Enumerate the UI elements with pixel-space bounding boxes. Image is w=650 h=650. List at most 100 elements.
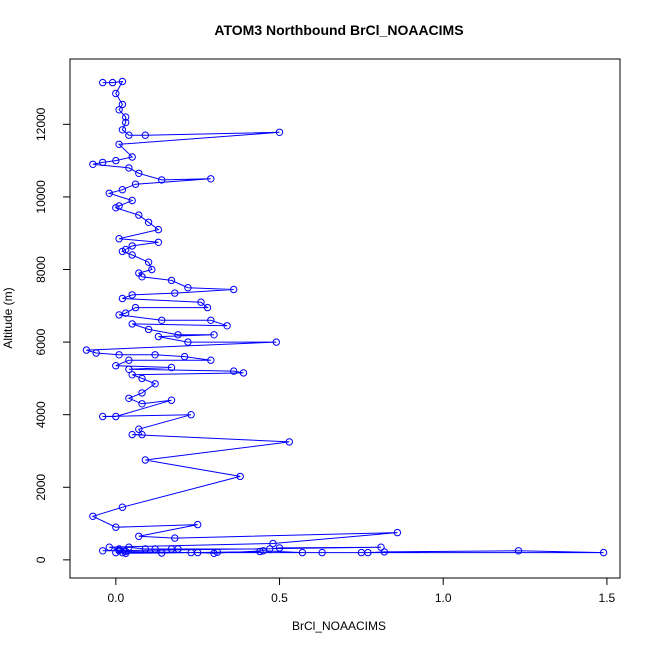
data-point (230, 285, 238, 294)
data-point (128, 196, 136, 205)
data-point (128, 242, 136, 250)
data-point (122, 113, 130, 121)
data-point (112, 89, 120, 98)
data-point (272, 338, 280, 346)
y-axis: 0 2000 4000 6000 8000 10000 12000 (34, 107, 70, 563)
data-point (108, 78, 117, 87)
series-line (86, 80, 604, 554)
data-point (174, 331, 182, 339)
data-point (138, 400, 146, 408)
data-point (92, 349, 100, 357)
data-point (174, 545, 182, 553)
data-point (128, 430, 136, 439)
data-point (115, 106, 123, 114)
data-point (184, 284, 192, 292)
data-point (187, 411, 195, 419)
data-point (599, 548, 608, 557)
data-point (122, 309, 130, 317)
data-point (105, 543, 114, 551)
data-point (141, 545, 150, 553)
data-point (144, 218, 153, 227)
x-tick-label: 0.0 (107, 591, 124, 605)
data-point (393, 528, 402, 537)
data-point (89, 512, 97, 520)
y-tick-label: 8000 (34, 256, 48, 283)
data-point (144, 325, 153, 334)
data-point (125, 394, 133, 402)
data-point (131, 180, 140, 188)
data-point (151, 380, 159, 388)
data-point (180, 352, 189, 361)
data-point (184, 338, 192, 346)
data-point (167, 363, 176, 372)
data-point (125, 356, 133, 364)
data-point (194, 548, 202, 557)
data-point (158, 549, 166, 557)
data-point (256, 547, 264, 556)
series-group (82, 77, 608, 557)
data-point (207, 356, 215, 364)
data-point (112, 523, 120, 531)
data-point (125, 164, 133, 172)
data-point (144, 258, 153, 266)
x-tick-label: 0.5 (271, 591, 288, 605)
data-point (135, 425, 143, 433)
data-point (118, 77, 127, 86)
data-point (112, 412, 120, 421)
data-point (138, 389, 146, 397)
data-point (122, 118, 130, 127)
data-point (125, 365, 133, 373)
data-point (171, 534, 179, 542)
data-point (99, 78, 107, 87)
x-axis-label: BrCl_NOAACIMS (292, 619, 386, 633)
data-point (112, 204, 120, 212)
data-point (213, 548, 222, 556)
data-point (158, 176, 166, 184)
data-point (141, 131, 150, 139)
data-point (118, 126, 127, 134)
data-point (135, 532, 143, 540)
y-tick-label: 0 (34, 556, 48, 563)
data-point (318, 548, 326, 557)
data-point (138, 430, 146, 439)
data-point (151, 351, 159, 359)
data-point (210, 331, 218, 339)
data-point (125, 131, 133, 139)
data-point (171, 289, 179, 297)
data-point (115, 351, 123, 359)
data-point (154, 225, 163, 234)
data-point (197, 298, 205, 306)
data-point (128, 251, 136, 259)
data-point (105, 189, 114, 198)
data-point (167, 396, 176, 404)
y-tick-label: 10000 (34, 180, 48, 214)
data-point (118, 186, 127, 194)
data-point (239, 369, 248, 377)
data-point (135, 169, 143, 178)
data-point (138, 273, 146, 281)
data-point (364, 548, 372, 557)
y-tick-label: 4000 (34, 401, 48, 428)
data-point (99, 412, 107, 421)
x-axis: 0.0 0.5 1.0 1.5 (107, 578, 616, 605)
data-point (203, 303, 212, 312)
data-point (275, 544, 284, 552)
data-point (514, 547, 523, 555)
data-point (115, 140, 123, 149)
chart-title: ATOM3 Northbound BrCl_NOAACIMS (214, 22, 463, 38)
data-point (115, 311, 123, 319)
plot-frame (69, 58, 621, 579)
data-point (285, 438, 293, 446)
data-point (118, 294, 127, 303)
data-point (158, 316, 166, 324)
x-tick-label: 1.0 (435, 591, 452, 605)
data-point (154, 238, 163, 247)
data-point (210, 549, 218, 557)
x-tick-label: 1.5 (599, 591, 616, 605)
data-point (112, 156, 120, 165)
data-point (128, 371, 136, 379)
y-tick-label: 2000 (34, 474, 48, 501)
data-point (112, 362, 120, 370)
data-point (128, 320, 136, 328)
data-point (122, 549, 130, 557)
